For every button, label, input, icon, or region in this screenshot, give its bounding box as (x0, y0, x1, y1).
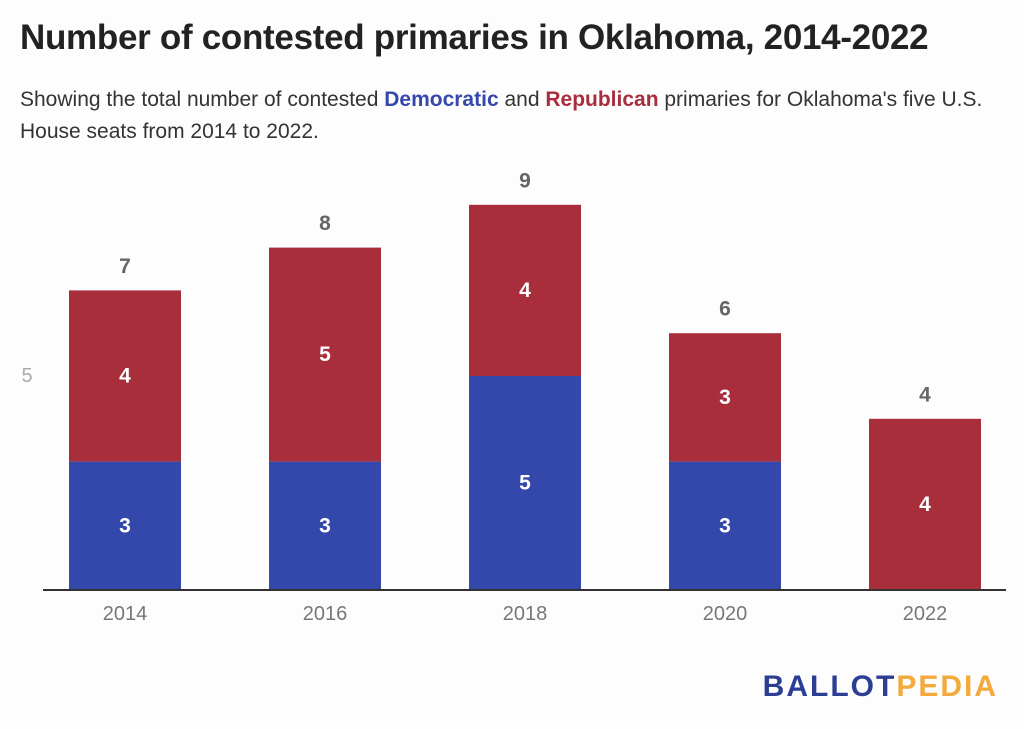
bar-republican-2016 (269, 247, 381, 462)
segment-label-republican-2020: 3 (719, 386, 731, 409)
subtitle-suffix: primaries for Oklahoma's five U.S. House… (20, 88, 983, 143)
total-label-2016: 8 (319, 212, 331, 235)
x-tick-2018: 2018 (503, 603, 548, 625)
total-label-2014: 7 (119, 255, 131, 278)
logo-part-2: PEDIA (896, 670, 998, 703)
total-label-2022: 4 (919, 383, 931, 406)
logo-part-1: BALLOT (762, 670, 897, 703)
segment-label-democratic-2020: 3 (719, 514, 731, 537)
y-tick-5: 5 (21, 365, 32, 387)
bar-democratic-2014 (69, 461, 181, 590)
x-tick-2022: 2022 (903, 603, 948, 625)
segment-label-republican-2018: 4 (519, 279, 531, 302)
bar-democratic-2020 (669, 461, 781, 590)
segment-label-democratic-2018: 5 (519, 472, 531, 495)
total-label-2020: 6 (719, 298, 731, 321)
subtitle-republican: Republican (545, 88, 659, 111)
axis-group: 2014 2016 2018 2020 2022 5 (21, 365, 1006, 625)
chart-subtitle: Showing the total number of contested De… (20, 84, 1010, 148)
labels-group: 3 4 7 3 5 8 5 4 9 3 3 6 4 4 (119, 169, 931, 537)
x-tick-2016: 2016 (303, 603, 348, 625)
x-tick-2014: 2014 (103, 603, 148, 625)
chart-title: Number of contested primaries in Oklahom… (20, 18, 929, 57)
segment-label-republican-2022: 4 (919, 493, 931, 516)
segment-label-democratic-2016: 3 (319, 514, 331, 537)
segment-label-republican-2016: 5 (319, 343, 331, 366)
bar-democratic-2018 (469, 376, 581, 590)
subtitle-democratic: Democratic (384, 88, 499, 111)
total-label-2018: 9 (519, 169, 531, 192)
subtitle-mid: and (498, 88, 546, 111)
bar-republican-2018 (469, 204, 581, 376)
bars-group (69, 204, 981, 590)
bar-republican-2014 (69, 290, 181, 462)
bar-republican-2022 (869, 418, 981, 590)
bar-democratic-2016 (269, 461, 381, 590)
segment-label-republican-2014: 4 (119, 365, 131, 388)
subtitle-prefix: Showing the total number of contested (20, 88, 385, 111)
ballotpedia-logo: BALLOTPEDIA (763, 670, 998, 704)
bar-republican-2020 (669, 333, 781, 462)
segment-label-democratic-2014: 3 (119, 514, 131, 537)
x-tick-2020: 2020 (703, 603, 748, 625)
